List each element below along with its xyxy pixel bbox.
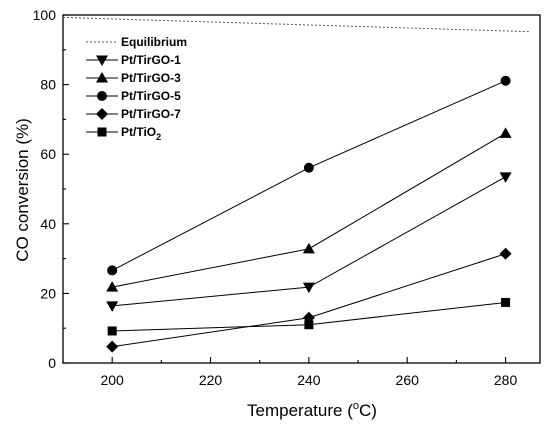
legend-marker (97, 91, 107, 101)
legend-item-3: Pt/TirGO-5 (86, 89, 181, 103)
data-point (304, 320, 314, 330)
x-tick-label-260: 260 (396, 372, 420, 388)
y-tick-label-100: 100 (33, 7, 57, 23)
plot-frame (62, 14, 541, 364)
legend-marker (96, 55, 108, 66)
x-axis-label-unit-open: ( (347, 401, 353, 420)
data-point (501, 297, 511, 307)
data-point (499, 247, 512, 260)
legend-label: Pt/TirGO-7 (121, 107, 181, 121)
x-tick-label-280: 280 (494, 372, 518, 388)
legend-label: Pt/TirGO-1 (121, 53, 181, 67)
legend-item-4: Pt/TirGO-7 (86, 107, 181, 121)
y-tick-label-40: 40 (40, 216, 56, 232)
x-axis-label-text: Temperature (247, 401, 342, 420)
legend-label: Equilibrium (121, 35, 187, 49)
x-axis-ticks: 200 220 240 260 280 (62, 357, 518, 388)
legend-label: Pt/TirGO-5 (121, 89, 181, 103)
series-5 (107, 297, 511, 336)
y-axis-ticks: 0 20 40 60 80 100 (33, 7, 69, 371)
data-point (303, 162, 314, 173)
legend-label: Pt/TirGO-3 (121, 71, 181, 85)
series-1 (106, 172, 512, 312)
data-point (302, 242, 315, 254)
legend-label-subscript: 2 (156, 132, 161, 142)
x-tick-label-220: 220 (199, 372, 223, 388)
y-axis-label: CO conversion (%) (13, 118, 32, 262)
data-point (106, 281, 119, 292)
y-tick-label-60: 60 (40, 146, 56, 162)
data-point (499, 172, 512, 183)
series-2 (106, 127, 512, 292)
x-axis-label-unit-rest: C) (359, 401, 377, 420)
legend-marker (96, 108, 108, 120)
series-layer (106, 75, 512, 353)
data-point (302, 282, 315, 294)
legend-marker (97, 127, 107, 137)
legend-item-equilibrium: Equilibrium (86, 35, 187, 49)
data-point (500, 75, 511, 86)
x-axis-label: Temperature (oC) (247, 400, 377, 420)
data-point (106, 301, 119, 312)
legend-item-5: Pt/TiO2 (86, 125, 161, 142)
x-tick-label-240: 240 (297, 372, 321, 388)
data-point (499, 127, 512, 138)
x-tick-label-200: 200 (100, 372, 124, 388)
equilibrium-layer (62, 16, 531, 33)
legend: Equilibrium Pt/TirGO-1 Pt/TirGO-3 Pt/TirGO-… (86, 35, 187, 142)
data-point (106, 340, 119, 353)
series-4 (106, 247, 512, 353)
legend-label: Pt/TiO2 (121, 125, 161, 142)
x-axis-label-degree: o (353, 400, 359, 412)
series-3 (107, 75, 511, 276)
data-point (107, 265, 118, 276)
y-tick-label-20: 20 (40, 285, 56, 301)
data-point (107, 326, 117, 336)
legend-marker (96, 72, 108, 83)
y-tick-label-0: 0 (48, 355, 56, 371)
plot-area: 200 220 240 260 280 0 20 40 60 80 100 Equilibrium… (33, 7, 541, 388)
legend-item-2: Pt/TirGO-3 (86, 71, 181, 85)
y-tick-label-80: 80 (40, 77, 56, 93)
legend-item-1: Pt/TirGO-1 (86, 53, 181, 67)
equilibrium-line (62, 16, 531, 33)
